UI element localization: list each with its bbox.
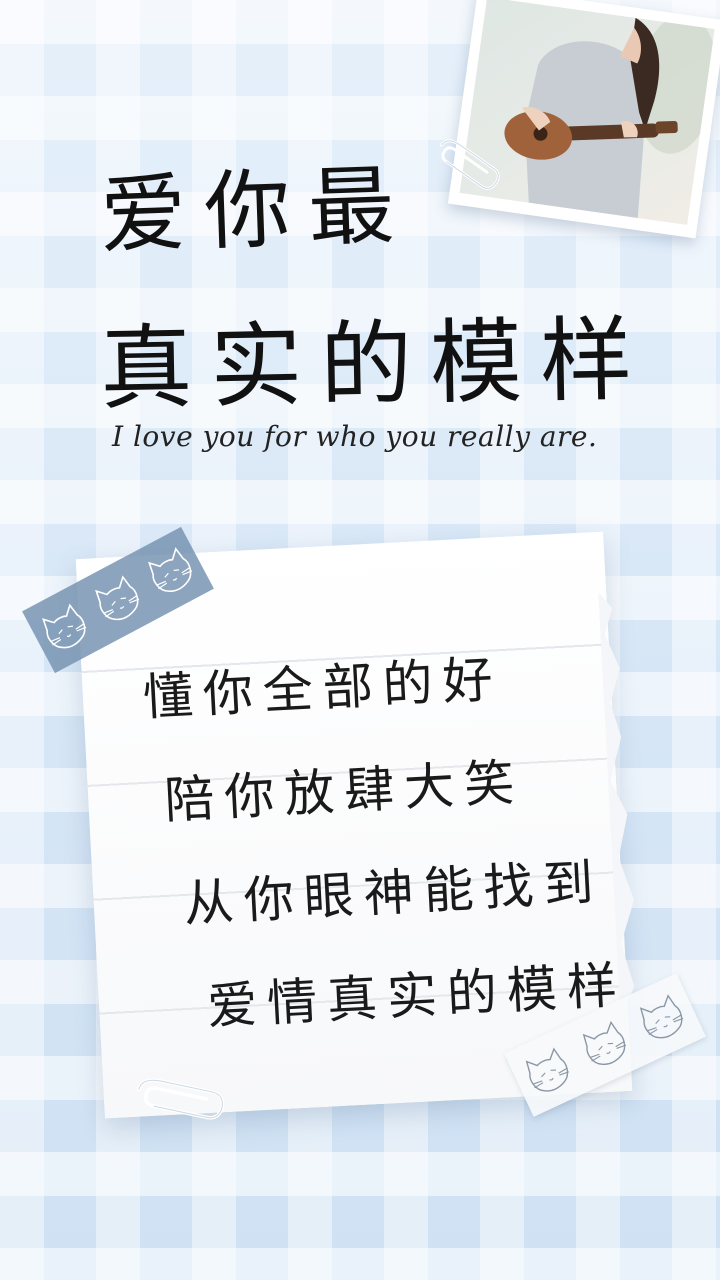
note-paper: 懂你全部的好 陪你放肆大笑 从你眼神能找到 爱情真实的模样 (75, 531, 633, 1119)
cat-icon (525, 1047, 569, 1092)
cat-icon (95, 575, 140, 621)
title-line-1: 爱你最 (98, 155, 414, 267)
polaroid-photo (447, 0, 720, 239)
cat-icon (42, 603, 87, 649)
cat-icon (582, 1020, 627, 1066)
cat-icon (148, 547, 193, 592)
note-text: 懂你全部的好 陪你放肆大笑 从你眼神能找到 爱情真实的模样 (140, 621, 629, 1061)
title-line-2: 真实的模样 (99, 306, 652, 423)
subtitle-english: I love you for who you really are. (112, 420, 598, 453)
paperclip-icon (439, 139, 500, 190)
photo-image (459, 0, 715, 226)
paperclip-icon (137, 1078, 225, 1120)
washi-tape-top (22, 526, 214, 674)
cat-icon (640, 994, 684, 1039)
washi-tape-bottom (504, 973, 706, 1117)
